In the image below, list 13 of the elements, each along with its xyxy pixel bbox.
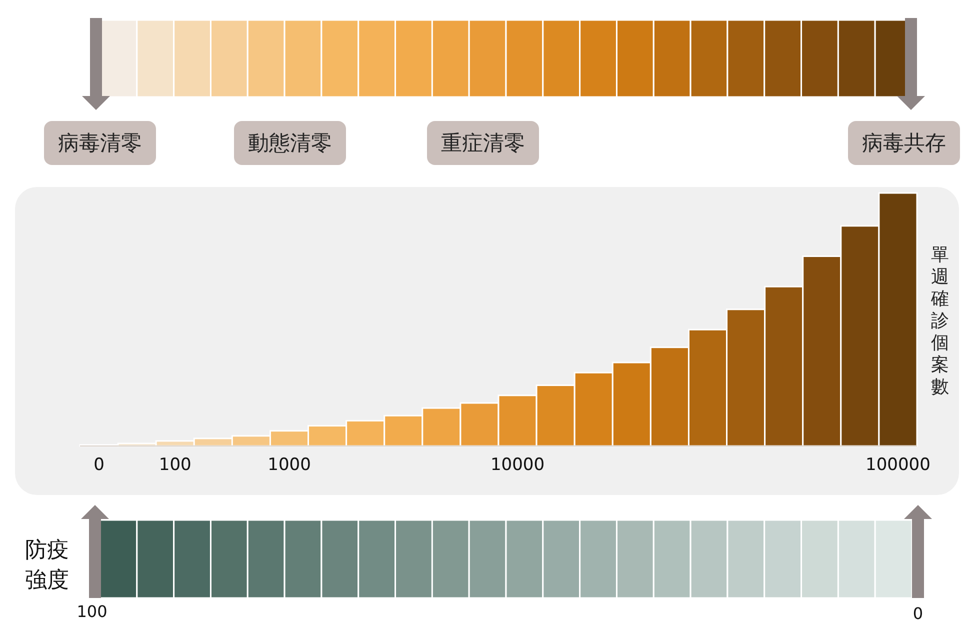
x-tick-label: 10000: [490, 455, 545, 476]
text: 重症清零: [441, 131, 525, 155]
x-tick-label: 1000: [268, 455, 311, 476]
text: 0: [912, 604, 924, 623]
x-tick-label: 100000: [866, 455, 930, 476]
y-axis-title: 單週確診個案數: [930, 244, 949, 398]
text: 動態清零: [248, 131, 332, 155]
text: 病毒共存: [862, 131, 946, 155]
text: 100: [76, 602, 108, 621]
x-tick-label: 0: [94, 455, 104, 476]
x-tick-label: 100: [158, 455, 192, 476]
text: 病毒清零: [58, 131, 142, 155]
text: 防疫強度: [25, 538, 69, 593]
